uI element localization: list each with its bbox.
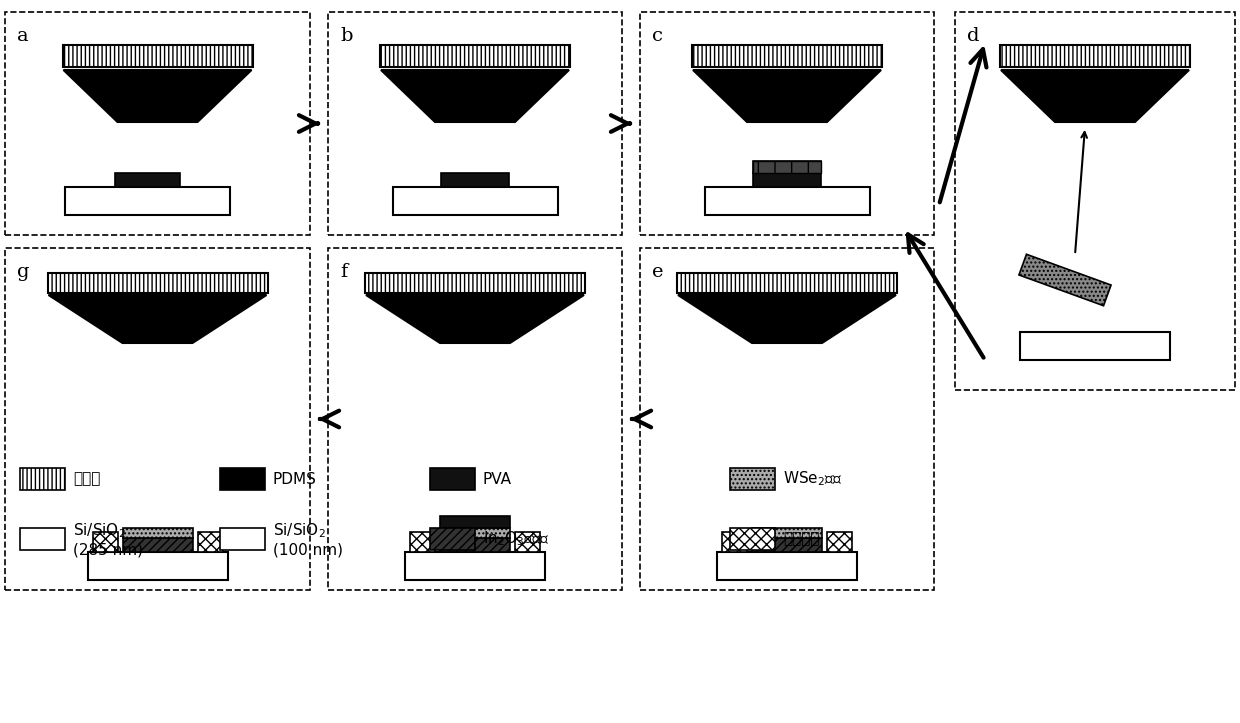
Bar [955, 12, 1235, 390]
Bar [329, 12, 622, 235]
Text: e: e [652, 263, 663, 281]
Text: a: a [17, 27, 29, 45]
Text: PVA: PVA [484, 471, 512, 487]
Text: b: b [340, 27, 352, 45]
Polygon shape [48, 295, 267, 343]
FancyBboxPatch shape [197, 532, 222, 552]
FancyBboxPatch shape [430, 528, 475, 550]
Polygon shape [381, 70, 569, 122]
FancyBboxPatch shape [405, 552, 546, 580]
FancyBboxPatch shape [751, 538, 822, 552]
FancyBboxPatch shape [753, 161, 821, 173]
FancyBboxPatch shape [123, 528, 192, 538]
FancyBboxPatch shape [692, 45, 882, 67]
Text: Si/SiO$_2$
(285 nm): Si/SiO$_2$ (285 nm) [73, 521, 143, 557]
FancyBboxPatch shape [47, 273, 268, 293]
FancyBboxPatch shape [1021, 332, 1171, 360]
FancyBboxPatch shape [753, 161, 821, 173]
FancyBboxPatch shape [62, 45, 253, 67]
FancyBboxPatch shape [717, 552, 857, 580]
FancyBboxPatch shape [730, 528, 775, 550]
FancyBboxPatch shape [677, 273, 897, 293]
FancyBboxPatch shape [515, 532, 539, 552]
Text: d: d [967, 27, 980, 45]
FancyBboxPatch shape [827, 532, 852, 552]
Polygon shape [693, 70, 880, 122]
FancyBboxPatch shape [430, 468, 475, 490]
FancyBboxPatch shape [440, 528, 510, 538]
FancyBboxPatch shape [88, 552, 227, 580]
FancyBboxPatch shape [722, 532, 746, 552]
FancyBboxPatch shape [219, 468, 265, 490]
Polygon shape [678, 295, 897, 343]
FancyBboxPatch shape [704, 187, 869, 215]
FancyBboxPatch shape [123, 538, 192, 552]
Polygon shape [1001, 70, 1189, 122]
Bar [640, 248, 934, 590]
FancyBboxPatch shape [440, 538, 510, 552]
FancyBboxPatch shape [393, 187, 558, 215]
FancyBboxPatch shape [64, 187, 229, 215]
FancyBboxPatch shape [730, 468, 775, 490]
FancyBboxPatch shape [379, 45, 570, 67]
FancyBboxPatch shape [441, 173, 508, 187]
Text: In$_2$O$_3$纳米线: In$_2$O$_3$纳米线 [484, 530, 549, 548]
FancyBboxPatch shape [115, 173, 180, 187]
FancyBboxPatch shape [219, 528, 265, 550]
Text: 金属电极: 金属电极 [782, 531, 820, 547]
Text: c: c [652, 27, 663, 45]
FancyBboxPatch shape [20, 468, 64, 490]
Text: PDMS: PDMS [273, 471, 317, 487]
Polygon shape [1019, 254, 1111, 306]
Text: Si/SiO$_2$
(100 nm): Si/SiO$_2$ (100 nm) [273, 521, 343, 557]
FancyBboxPatch shape [440, 516, 510, 528]
Polygon shape [63, 70, 252, 122]
FancyBboxPatch shape [999, 45, 1190, 67]
Bar [5, 12, 310, 235]
FancyBboxPatch shape [751, 528, 822, 538]
FancyBboxPatch shape [365, 273, 585, 293]
FancyBboxPatch shape [20, 528, 64, 550]
Bar [640, 12, 934, 235]
Bar [329, 248, 622, 590]
Polygon shape [366, 295, 584, 343]
Text: WSe$_2$薄片: WSe$_2$薄片 [782, 470, 842, 488]
FancyBboxPatch shape [93, 532, 118, 552]
Text: 载玻片: 载玻片 [73, 471, 100, 487]
FancyBboxPatch shape [753, 173, 821, 187]
Text: g: g [17, 263, 30, 281]
Text: f: f [340, 263, 347, 281]
FancyBboxPatch shape [410, 532, 435, 552]
Bar [5, 248, 310, 590]
